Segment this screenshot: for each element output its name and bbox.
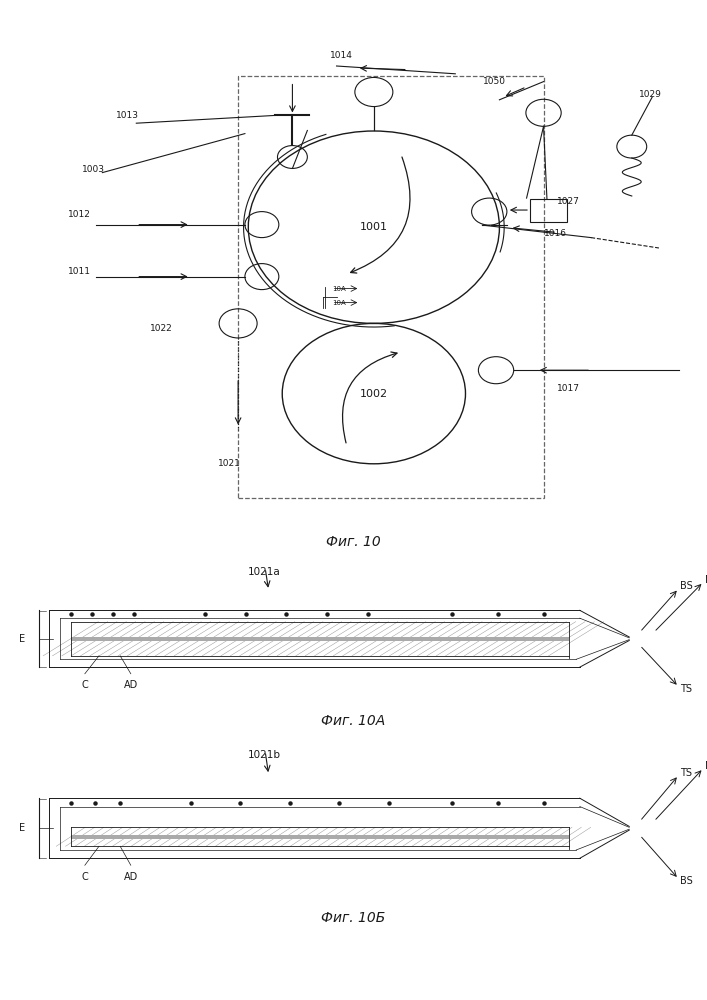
Text: Фиг. 10Б: Фиг. 10Б (322, 911, 385, 925)
Text: 1021: 1021 (218, 459, 240, 468)
Text: 1017: 1017 (557, 384, 580, 393)
Text: 1021b: 1021b (247, 750, 281, 760)
Text: TS: TS (680, 684, 692, 694)
Text: 1014: 1014 (329, 51, 353, 60)
Text: 10A: 10A (332, 300, 346, 306)
Text: 1029: 1029 (638, 90, 662, 99)
Text: E: E (18, 823, 25, 833)
Text: 1003: 1003 (82, 165, 105, 174)
Bar (71, 835, 569, 839)
Text: AD: AD (124, 680, 138, 690)
Text: 10A: 10A (332, 286, 346, 292)
Text: 1022: 1022 (150, 324, 173, 333)
Text: NW: NW (705, 575, 707, 585)
Bar (71, 637, 569, 641)
Bar (530, 199, 567, 222)
Text: 1027: 1027 (557, 197, 580, 206)
Text: C: C (81, 680, 88, 690)
Text: 1021a: 1021a (247, 567, 280, 577)
Bar (238, 76, 544, 498)
Text: E: E (18, 634, 25, 644)
Text: 1001: 1001 (360, 222, 388, 232)
Text: BS: BS (680, 581, 693, 591)
Text: 1050: 1050 (482, 77, 506, 86)
Text: 1012: 1012 (69, 210, 91, 219)
Text: Фиг. 10: Фиг. 10 (326, 535, 381, 549)
Text: AD: AD (124, 872, 138, 882)
Text: C: C (81, 872, 88, 882)
Text: 1013: 1013 (116, 111, 139, 120)
Text: 1002: 1002 (360, 389, 388, 399)
Text: 1011: 1011 (69, 267, 91, 276)
Text: BS: BS (680, 876, 693, 886)
Text: TS: TS (680, 768, 692, 778)
Text: Фиг. 10А: Фиг. 10А (322, 714, 385, 728)
Text: 1016: 1016 (544, 229, 566, 238)
Text: NW: NW (705, 761, 707, 771)
